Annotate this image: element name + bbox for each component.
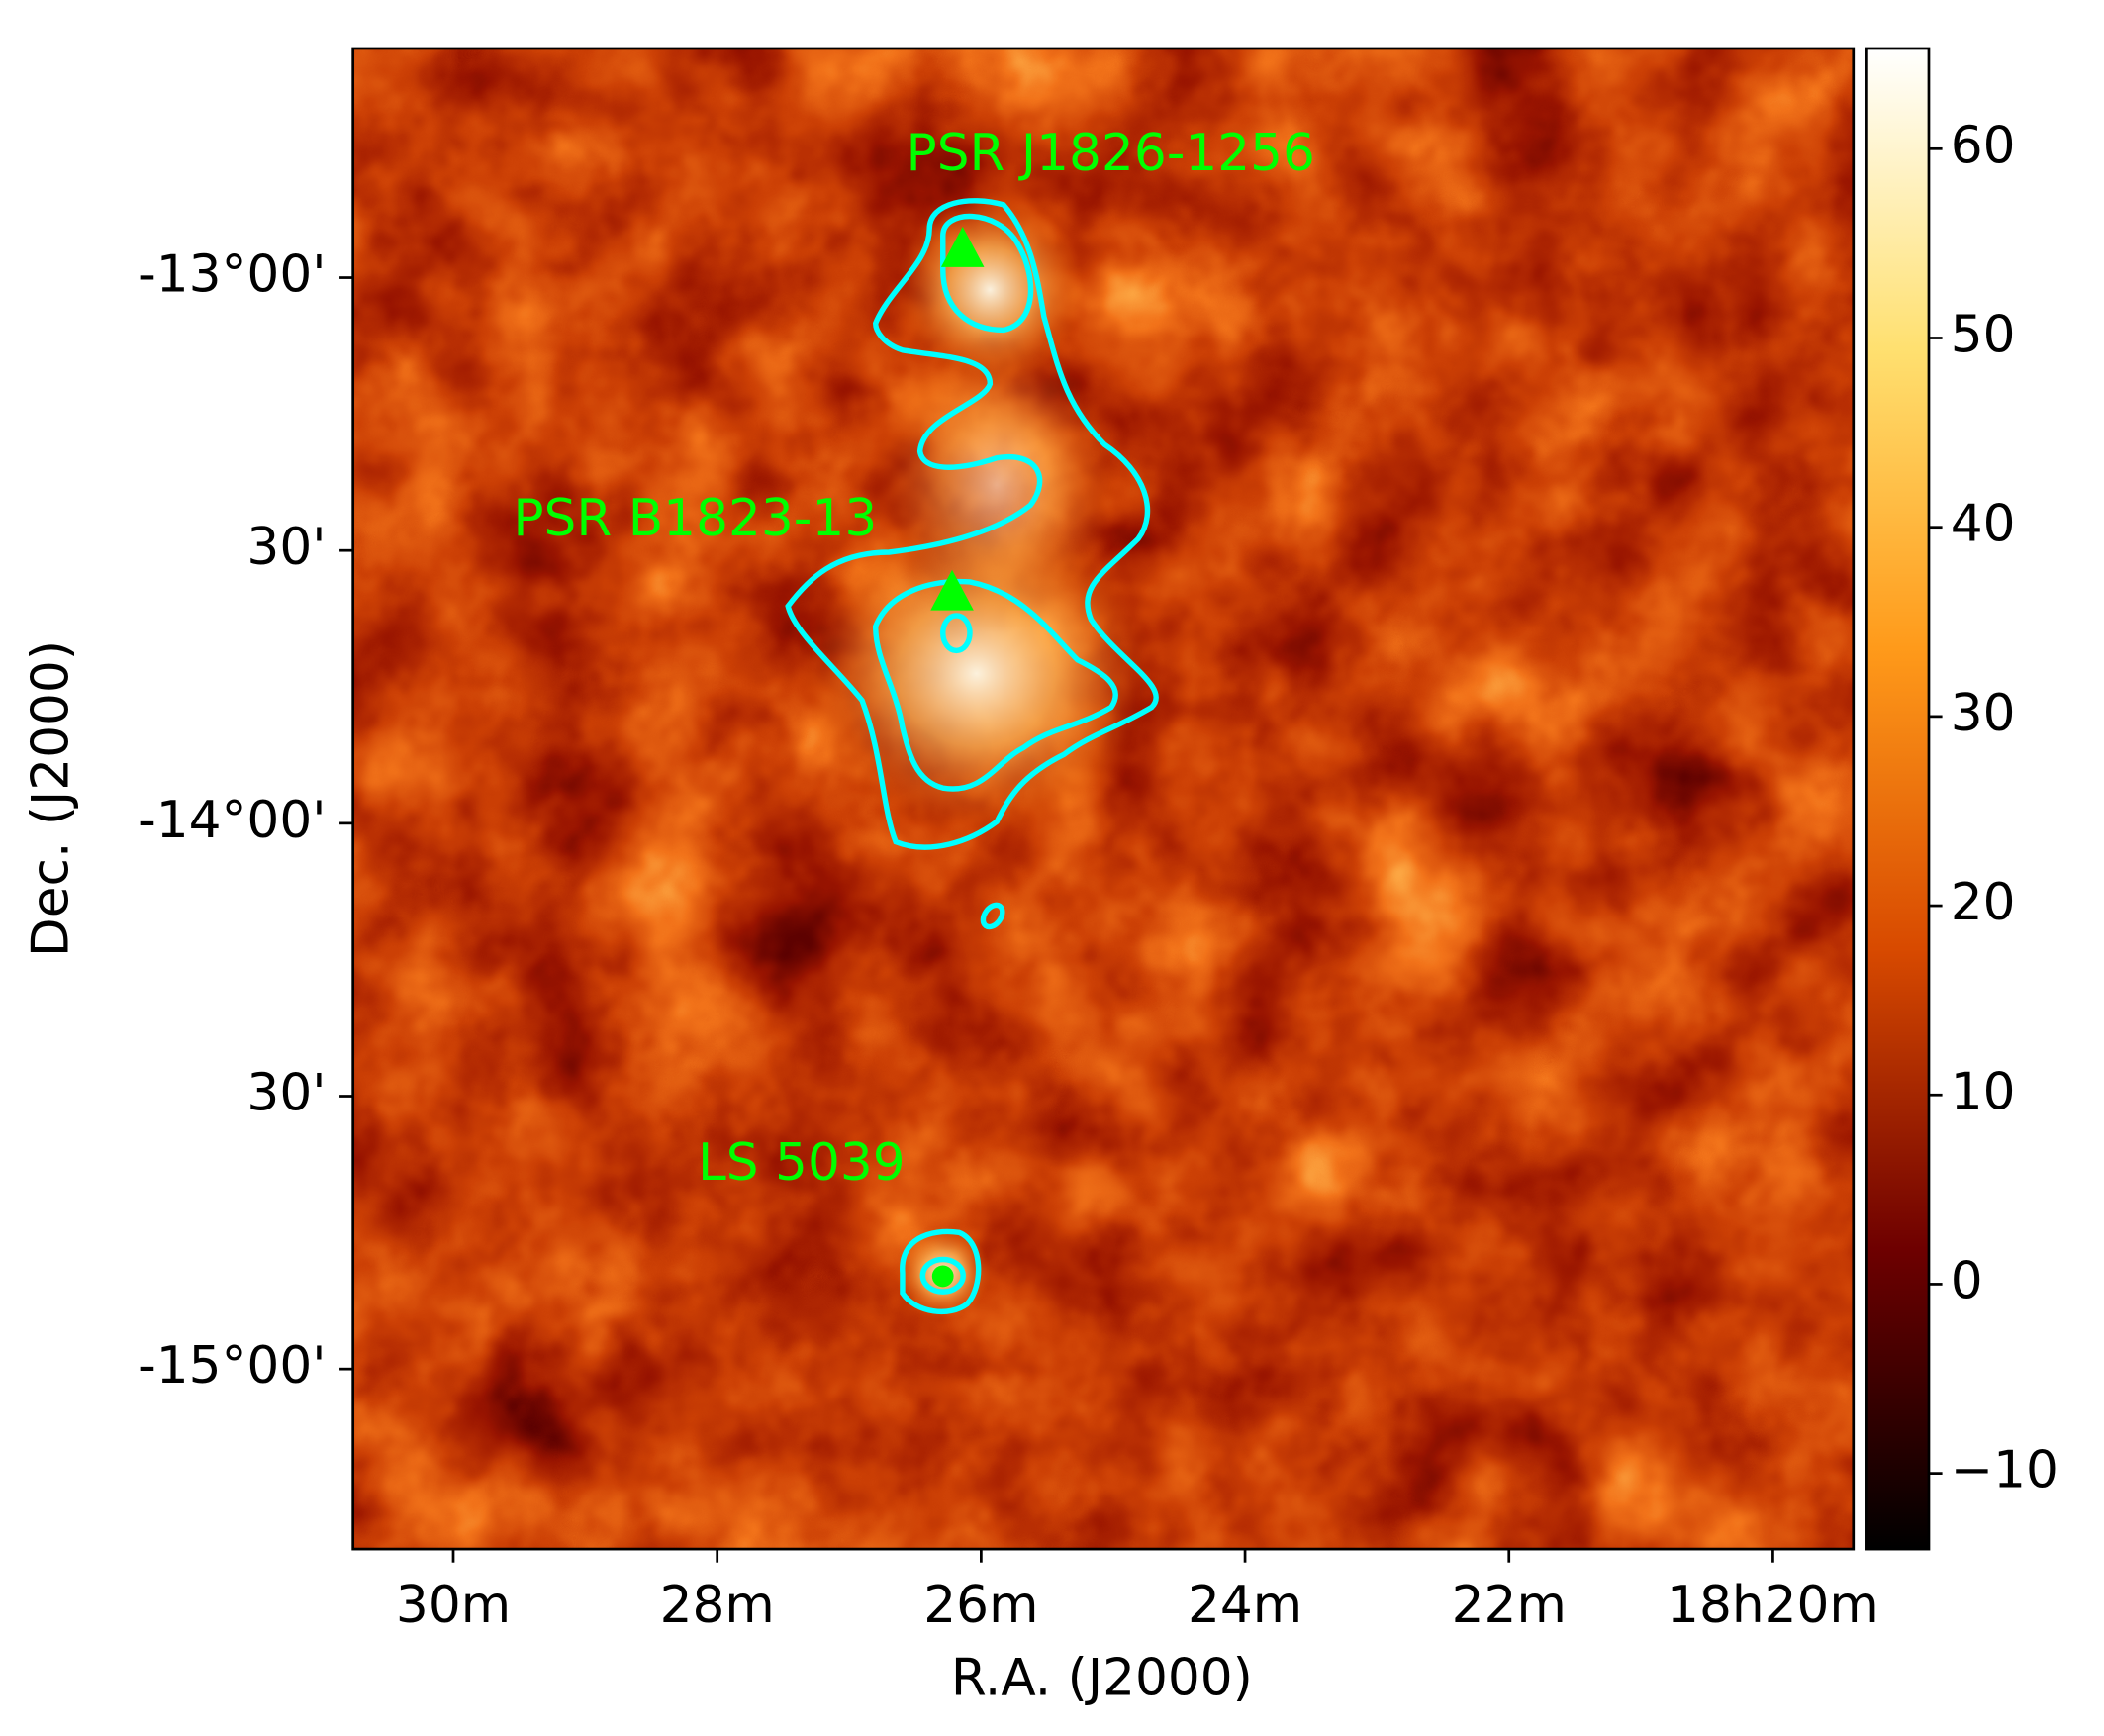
source-marker <box>940 226 985 267</box>
x-tick-label: 22m <box>1452 1576 1567 1635</box>
y-tick-label: 30' <box>246 518 326 577</box>
plot-frame <box>351 47 1856 1551</box>
source-marker <box>931 1265 954 1288</box>
x-tick-label: 30m <box>396 1576 511 1635</box>
x-tick-label: 28m <box>660 1576 775 1635</box>
x-tick-label: 26m <box>923 1576 1038 1635</box>
y-tick-label: -13°00' <box>138 245 326 305</box>
y-tick-label: 30' <box>246 1064 326 1123</box>
source-label: PSR B1823-13 <box>513 489 877 548</box>
source-marker <box>930 569 974 611</box>
y-axis-label: Dec. (J2000) <box>22 640 81 957</box>
x-tick-label: 18h20m <box>1667 1576 1879 1635</box>
colorbar-tick-label: 40 <box>1951 495 2016 554</box>
colorbar-tick-label: 60 <box>1951 116 2016 175</box>
x-tick-label: 24m <box>1188 1576 1302 1635</box>
colorbar-tick-label: 50 <box>1951 306 2016 365</box>
source-label: LS 5039 <box>698 1133 906 1193</box>
source-label: PSR J1826-1256 <box>907 124 1315 183</box>
y-tick-label: -14°00' <box>138 791 326 850</box>
contours <box>785 198 1159 1315</box>
colorbar <box>1865 47 1931 1551</box>
colorbar-tick-label: 10 <box>1951 1062 2016 1121</box>
colorbar-tick-label: 30 <box>1951 684 2016 743</box>
x-axis-label: R.A. (J2000) <box>951 1648 1253 1707</box>
colorbar-tick-label: −10 <box>1951 1441 2058 1500</box>
colorbar-tick-label: 20 <box>1951 873 2016 932</box>
sky-image <box>352 48 1854 1550</box>
colorbar-tick-label: 0 <box>1951 1251 1983 1310</box>
y-tick-label: -15°00' <box>138 1336 326 1396</box>
